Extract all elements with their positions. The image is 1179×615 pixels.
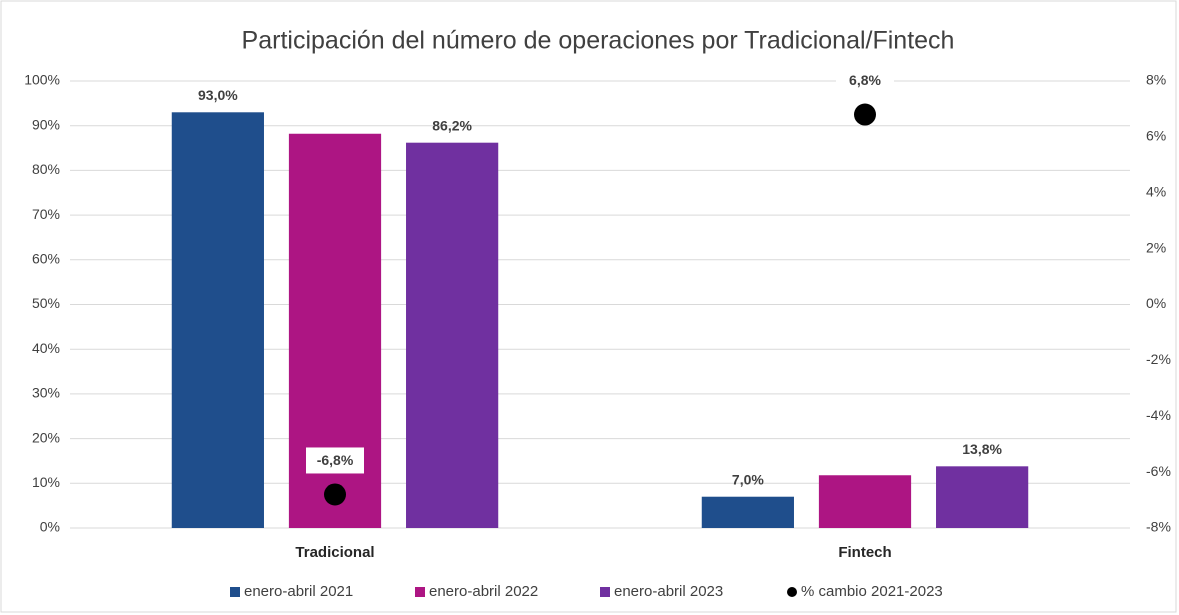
marker [854,103,876,126]
data-label: 93,0% [198,87,238,103]
y-tick-label: 20% [32,429,60,445]
y-tick-label: 100% [24,72,60,88]
chart-title: Participación del número de operaciones … [242,27,955,55]
legend-swatch [600,587,610,597]
legend-label: enero-abril 2023 [614,583,723,600]
legend-swatch [415,587,425,597]
legend-swatch [230,587,240,597]
y2-tick-label: 8% [1146,72,1166,88]
y-tick-label: 50% [32,295,60,311]
data-label: 7,0% [732,471,764,487]
legend-swatch [787,587,797,597]
x-tick-label: Fintech [838,544,891,561]
data-label-box [306,447,364,474]
y2-tick-label: -2% [1146,351,1171,367]
y2-tick-label: -4% [1146,407,1171,423]
y-tick-label: 0% [40,519,60,535]
bar [818,475,912,528]
y-tick-label: 70% [32,206,60,222]
data-label: 6,8% [849,72,881,88]
y-tick-label: 90% [32,116,60,132]
y2-tick-label: -8% [1146,519,1171,535]
legend-label: enero-abril 2021 [244,583,353,600]
bar [406,142,499,528]
data-label: 13,8% [962,441,1002,457]
y2-tick-label: -6% [1146,463,1171,479]
y-tick-label: 10% [32,474,60,490]
data-label-box [836,67,894,94]
y2-tick-label: 6% [1146,128,1166,144]
y2-tick-label: 4% [1146,183,1166,199]
legend-label: % cambio 2021-2023 [801,583,943,600]
y-tick-label: 80% [32,161,60,177]
y2-tick-label: 2% [1146,239,1166,255]
bar [171,112,264,528]
y-tick-label: 30% [32,385,60,401]
data-label: 86,2% [432,117,472,133]
data-label: -6,8% [317,452,354,468]
y-tick-label: 60% [32,251,60,267]
y-tick-label: 40% [32,340,60,356]
bar [701,496,794,528]
bar [936,466,1029,528]
x-tick-label: Tradicional [295,544,374,561]
marker [324,483,346,506]
y2-tick-label: 0% [1146,295,1166,311]
legend-label: enero-abril 2022 [429,583,538,600]
